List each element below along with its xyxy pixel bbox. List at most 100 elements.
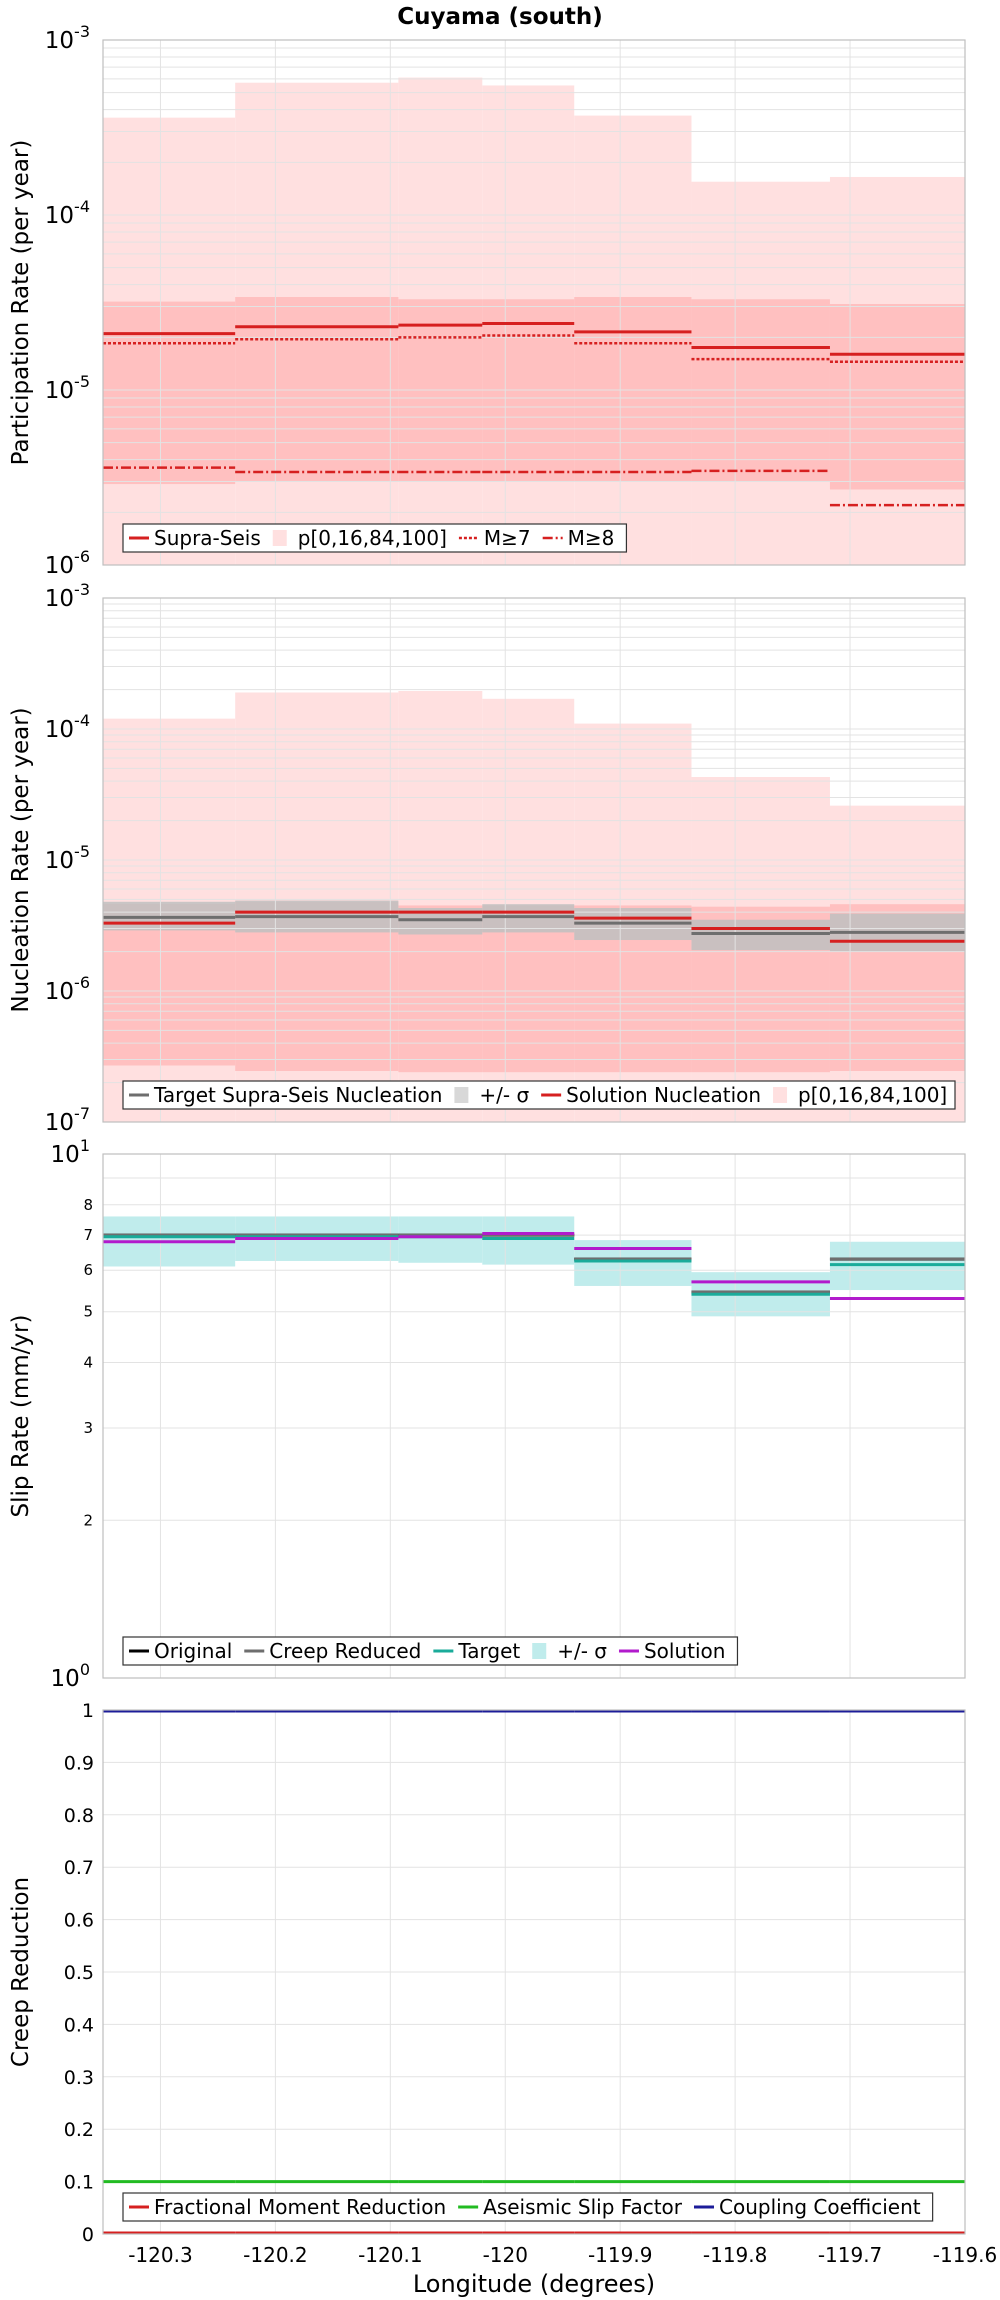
band-sigma-item-2 [398,1216,483,1263]
x-axis-label: Longitude (degrees) [413,2270,655,2298]
x-tick-label-5: -119.8 [703,2243,767,2267]
y-tick-label-7: 0.7 [64,1857,94,1879]
band-sigma-item-3 [482,904,575,933]
y-tick-label-4: 10-3 [45,580,90,612]
y-tick-exponent: -5 [74,372,90,391]
legend: Target Supra-Seis Nucleation +/- σ Solutio… [122,1080,956,1110]
legend-box [122,1080,956,1110]
band-inner-p-0-16-84-100-0 [103,301,236,485]
y-tick-base: 10 [51,1666,80,1692]
band-inner-p-0-16-84-100-3 [482,905,575,1073]
legend-swatch-item [532,1643,547,1659]
legend-label-solution-nucleation: Solution Nucleation [566,1083,761,1107]
y-tick-exponent: 1 [80,1136,90,1155]
y-tick-exponent: -5 [74,842,90,861]
y-tick-label-2: 10-5 [45,842,90,874]
y-tick-label-0: 100 [51,1660,90,1692]
chart-title: Cuyama (south) [397,4,603,30]
legend-label-p-0-16-84-100: p[0,16,84,100] [798,1083,947,1107]
legend: Original Creep Reduced Target +/- σ Solution [122,1636,739,1666]
y-tick-label-3: 10-4 [45,711,90,743]
legend-box [122,523,628,553]
band-inner-p-0-16-84-100-0 [103,904,236,1066]
legend-label-target-supra-seis-nucleation: Target Supra-Seis Nucleation [153,1083,442,1107]
y-tick-label-1: 10-6 [45,973,90,1005]
x-tick-label-4: -119.9 [588,2243,652,2267]
y-tick-label-6: 0.6 [64,1910,94,1932]
band-sigma-item-4 [574,1240,692,1286]
y-tick-exponent: -7 [74,1104,90,1123]
y-axis-label: Slip Rate (mm/yr) [8,1315,34,1518]
legend-label-solution: Solution [644,1639,725,1663]
plot-frame [102,39,966,566]
x-tick-label-3: -120 [483,2243,528,2267]
plot-frame [102,1153,966,1679]
y-tick-exponent: -6 [74,547,90,566]
y-tick-label-0: 10-7 [45,1104,90,1136]
legend-label-fractional-moment-reduction: Fractional Moment Reduction [154,2195,446,2219]
plot-frame [102,1709,966,2235]
x-tick-label-6: -119.7 [818,2243,882,2267]
y-tick-exponent: -4 [74,711,90,730]
y-minor-tick-label-3: 5 [83,1303,93,1321]
y-tick-label-2: 0.2 [64,2119,94,2141]
y-tick-label-1: 0.1 [64,2172,94,2194]
y-tick-base: 10 [45,979,74,1005]
y-tick-base: 10 [45,717,74,743]
legend-label-item: +/- σ [479,1083,529,1107]
legend-label-m-7: M≥7 [484,526,531,550]
y-tick-base: 10 [45,203,74,229]
legend-label-p-0-16-84-100: p[0,16,84,100] [298,526,447,550]
y-tick-base: 10 [45,586,74,612]
y-axis-label: Creep Reduction [8,1877,34,2067]
y-axis-label: Participation Rate (per year) [8,140,34,466]
legend-swatch-item [454,1087,469,1103]
y-tick-label-1: 10-5 [45,372,90,404]
legend-label-aseismic-slip-factor: Aseismic Slip Factor [483,2195,683,2219]
legend-label-item: +/- σ [557,1639,607,1663]
y-tick-label-10: 1 [82,1700,94,1722]
y-tick-base: 10 [45,28,74,54]
legend: Supra-Seis p[0,16,84,100] M≥7 M≥8 [122,523,628,553]
y-tick-label-4: 0.4 [64,2014,94,2036]
legend-label-supra-seis: Supra-Seis [154,526,261,550]
y-tick-exponent: -3 [74,580,90,599]
x-tick-label-0: -120.3 [128,2243,192,2267]
x-tick-label-7: -119.6 [933,2243,997,2267]
y-tick-label-3: 0.3 [64,2067,94,2089]
x-tick-label-1: -120.2 [243,2243,307,2267]
creep-reduction-panel: 0 0.1 0.2 0.3 0.4 0.5 0.6 0.7 0.8 0.9 1 Creep Reduc… [8,1700,966,2246]
y-tick-label-2: 10-4 [45,197,90,229]
band-inner-p-0-16-84-100-1 [235,296,399,482]
legend-label-creep-reduced: Creep Reduced [269,1639,421,1663]
y-tick-label-0: 10-6 [45,547,90,579]
y-tick-label-5: 0.5 [64,1962,94,1984]
y-minor-tick-label-0: 2 [83,1511,93,1529]
y-minor-tick-label-5: 7 [83,1226,93,1244]
y-minor-tick-label-1: 3 [83,1419,93,1437]
x-tick-label-2: -120.1 [358,2243,422,2267]
y-minor-tick-label-4: 6 [83,1261,93,1279]
legend-label-original: Original [154,1639,232,1663]
plot-frame [102,597,966,1123]
band-inner-p-0-16-84-100-6 [829,304,965,490]
legend-box [122,2192,934,2222]
y-tick-base: 10 [45,553,74,579]
legend-label-target: Target [457,1639,520,1663]
y-tick-label-0: 0 [82,2224,94,2246]
y-minor-tick-label-2: 4 [83,1354,93,1372]
y-tick-base: 10 [51,1142,80,1168]
y-axis-label: Nucleation Rate (per year) [8,707,34,1012]
legend-swatch-p-0-16-84-100 [272,530,287,546]
legend-label-coupling-coefficient: Coupling Coefficient [719,2195,921,2219]
y-tick-base: 10 [45,378,74,404]
y-tick-label-8: 0.8 [64,1805,94,1827]
y-tick-label-9: 0.9 [64,1752,94,1774]
y-tick-exponent: 0 [80,1660,90,1679]
legend-label-m-8: M≥8 [568,526,615,550]
y-tick-exponent: -3 [74,22,90,41]
